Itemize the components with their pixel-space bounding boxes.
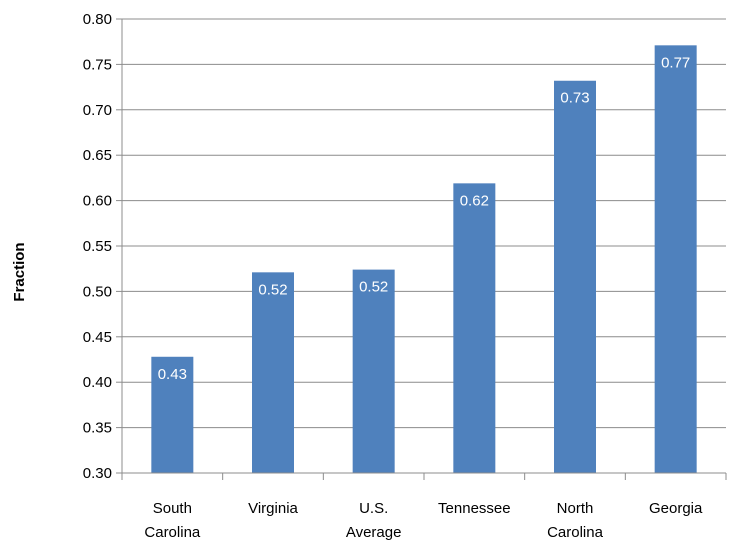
bar bbox=[453, 183, 496, 473]
y-tick-label: 0.40 bbox=[83, 374, 112, 391]
bar-value-label: 0.52 bbox=[258, 281, 287, 298]
bar-value-label: 0.62 bbox=[460, 192, 489, 209]
y-tick-label: 0.55 bbox=[83, 238, 112, 255]
bar-value-label: 0.43 bbox=[158, 366, 187, 383]
bar bbox=[554, 80, 596, 473]
bar bbox=[654, 45, 697, 473]
y-tick-label: 0.35 bbox=[83, 420, 112, 437]
x-category-label: Carolina bbox=[144, 524, 201, 541]
y-tick-label: 0.30 bbox=[83, 465, 112, 482]
y-axis-title: Fraction bbox=[11, 242, 28, 301]
bar bbox=[252, 272, 294, 473]
y-tick-label: 0.50 bbox=[83, 283, 112, 300]
axes: 0.30 0.35 0.40 0.45 0.50 0.55 0.60 0.65 0.70 0.75… bbox=[83, 11, 727, 541]
x-category-label: U.S. bbox=[359, 500, 388, 517]
bars: 0.43 0.52 0.52 0.62 0.73 0.77 bbox=[151, 45, 697, 473]
bar-value-label: 0.77 bbox=[661, 54, 690, 71]
y-tick-label: 0.65 bbox=[83, 147, 112, 164]
x-category-label: Average bbox=[346, 524, 402, 541]
y-tick-label: 0.60 bbox=[83, 193, 112, 210]
y-tick-label: 0.70 bbox=[83, 102, 112, 119]
gridlines bbox=[122, 18, 726, 429]
x-category-label: Carolina bbox=[547, 524, 604, 541]
bar bbox=[151, 356, 194, 473]
x-category-label: North bbox=[557, 500, 594, 517]
x-category-label: South bbox=[153, 500, 192, 517]
bar-value-label: 0.52 bbox=[359, 279, 388, 296]
x-category-label: Georgia bbox=[649, 500, 703, 517]
bar-value-label: 0.73 bbox=[560, 90, 589, 107]
x-category-label: Virginia bbox=[248, 500, 298, 517]
y-tick-label: 0.75 bbox=[83, 56, 112, 73]
x-category-label: Tennessee bbox=[438, 500, 511, 517]
y-tick-label: 0.80 bbox=[83, 11, 112, 28]
y-tick-label: 0.45 bbox=[83, 329, 112, 346]
bar bbox=[352, 269, 395, 473]
